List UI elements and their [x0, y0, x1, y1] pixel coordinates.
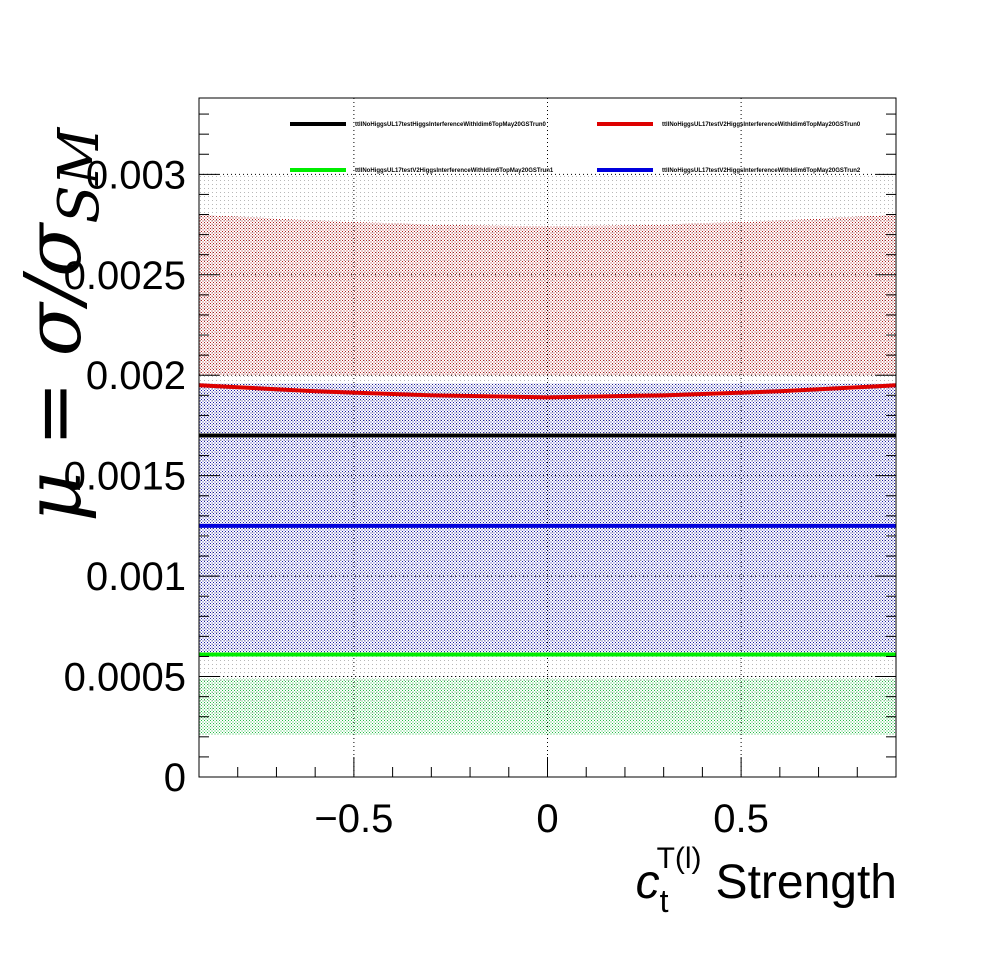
- x-tick-label: −0.5: [314, 797, 393, 841]
- x-axis-label-symbol: c: [636, 856, 660, 909]
- legend-label-2: ttllNoHiggsUL17testV2HiggsInterferenceWi…: [662, 122, 861, 128]
- x-axis-label-sup: T(l): [657, 842, 702, 875]
- x-axis-label-text: Strength: [716, 856, 897, 909]
- y-tick-label: 0.003: [86, 153, 186, 197]
- legend-label-4: ttllNoHiggsUL17testV2HiggsInterferenceWi…: [662, 168, 861, 174]
- band-series-2: [199, 214, 896, 376]
- series-lines: [199, 383, 896, 657]
- y-tick-label: 0: [164, 756, 186, 800]
- x-axis-label: ct T(l) Strength: [636, 842, 897, 919]
- x-tick-label: 0.5: [713, 797, 769, 841]
- x-axis-label-sub: t: [660, 883, 669, 919]
- y-tick-label: 0.001: [86, 555, 186, 599]
- band-series-3: [199, 678, 896, 735]
- y-tick-label: 0.0025: [64, 254, 186, 298]
- legend-label-3: ttllNoHiggsUL17testV2HiggsInterferenceWi…: [355, 168, 554, 174]
- y-axis-label-main: μ = σ/σ: [9, 222, 99, 522]
- y-tick-label: 0.0015: [64, 455, 186, 499]
- legend-label-1: ttllNoHiggsUL17testHiggsInterferenceWith…: [355, 122, 547, 128]
- series-line-2: [199, 383, 896, 400]
- y-tick-label: 0.0005: [64, 656, 186, 700]
- y-tick-label: 0.002: [86, 354, 186, 398]
- axis-ticks: −0.5 0 0.5 0 0.0005 0.001 0.0015 0.002 0.0025 0.0…: [64, 113, 897, 841]
- y-axis-label: μ = σ/σSM: [9, 126, 112, 522]
- x-tick-label: 0: [536, 797, 558, 841]
- legend: ttllNoHiggsUL17testHiggsInterferenceWith…: [290, 122, 861, 174]
- y-axis-label-sub: SM: [47, 126, 112, 223]
- uncertainty-bands: [199, 174, 896, 735]
